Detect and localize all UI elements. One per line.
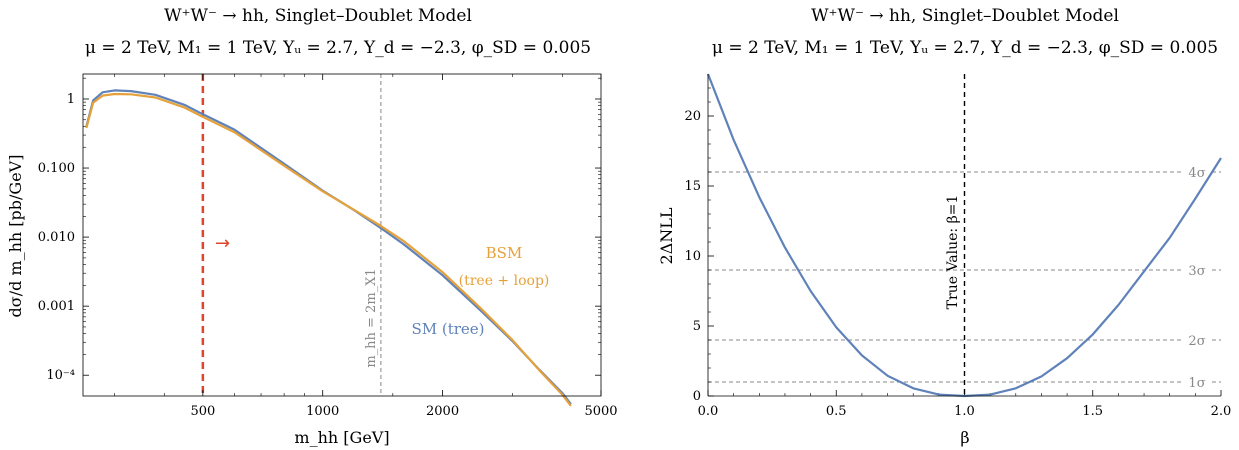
right-chart: W⁺W⁻ → hh, Singlet–Doublet Model μ = 2 T… (657, 6, 1231, 447)
cut-arrow: → (215, 233, 230, 254)
right-x-tick-label: 1.5 (1082, 404, 1103, 419)
left-x-tick-label: 2000 (426, 404, 459, 419)
legend-sm-label: SM (tree) (411, 320, 484, 338)
sigma-label-bg (1183, 332, 1211, 347)
left-y-tick-label: 0.010 (38, 230, 75, 245)
sigma-label-bg (1183, 262, 1211, 277)
right-y-tick-label: 20 (684, 109, 701, 124)
left-chart: W⁺W⁻ → hh, Singlet–Doublet Model μ = 2 T… (6, 6, 618, 447)
right-x-tick-label: 1.0 (954, 404, 975, 419)
right-x-axis-label: β (960, 428, 969, 447)
right-chart-subtitle: μ = 2 TeV, M₁ = 1 TeV, Yᵤ = 2.7, Y_d = −… (712, 38, 1218, 58)
right-x-tick-label: 0.0 (698, 404, 719, 419)
sigma-label: 2σ (1188, 334, 1205, 349)
sigma-label-bg (1183, 164, 1211, 179)
sigma-label: 4σ (1188, 166, 1205, 181)
sigma-label: 1σ (1188, 376, 1205, 391)
right-x-tick-label: 0.5 (826, 404, 847, 419)
bsm-curve (85, 92, 572, 407)
left-series (85, 89, 572, 407)
right-x-tick-label: 2.0 (1211, 404, 1232, 419)
left-y-axis-label: dσ/d m_hh [pb/GeV] (6, 155, 25, 318)
sigma-label-bg (1183, 374, 1211, 389)
left-grid (201, 74, 382, 396)
legend-bsm-sublabel: (tree + loop) (459, 273, 550, 289)
threshold-label: m_hh = 2m_X1 (364, 268, 379, 367)
left-x-tick-label: 5000 (584, 404, 617, 419)
left-y-tick-label: 0.001 (38, 299, 75, 314)
true-value-label: True Value: β=1 (945, 195, 961, 310)
left-chart-subtitle: μ = 2 TeV, M₁ = 1 TeV, Yᵤ = 2.7, Y_d = −… (85, 38, 591, 58)
left-y-tick-label: 0.100 (38, 161, 75, 176)
right-y-tick-label: 5 (693, 319, 701, 334)
right-grid: 1σ 2σ 3σ 4σ (708, 74, 1221, 396)
left-y-tick-label: 1 (67, 92, 75, 107)
left-x-axis-label: m_hh [GeV] (294, 428, 389, 447)
right-chart-title: W⁺W⁻ → hh, Singlet–Doublet Model (811, 6, 1119, 26)
left-chart-title: W⁺W⁻ → hh, Singlet–Doublet Model (164, 6, 472, 26)
right-y-tick-label: 15 (684, 179, 701, 194)
left-plot-frame (82, 73, 602, 397)
left-x-tick-label: 500 (190, 404, 215, 419)
right-y-tick-label: 0 (693, 389, 701, 404)
left-ticks: 500 1000 2000 5000 1 0.100 0.010 0.001 10⁻⁴ (38, 74, 618, 419)
sigma-label: 3σ (1188, 264, 1205, 279)
right-y-tick-label: 10 (684, 249, 701, 264)
left-x-tick-label: 1000 (306, 404, 339, 419)
right-y-axis-label: 2ΔNLL (657, 207, 676, 264)
left-y-tick-label: 10⁻⁴ (46, 368, 75, 383)
legend-bsm-label: BSM (486, 244, 523, 262)
